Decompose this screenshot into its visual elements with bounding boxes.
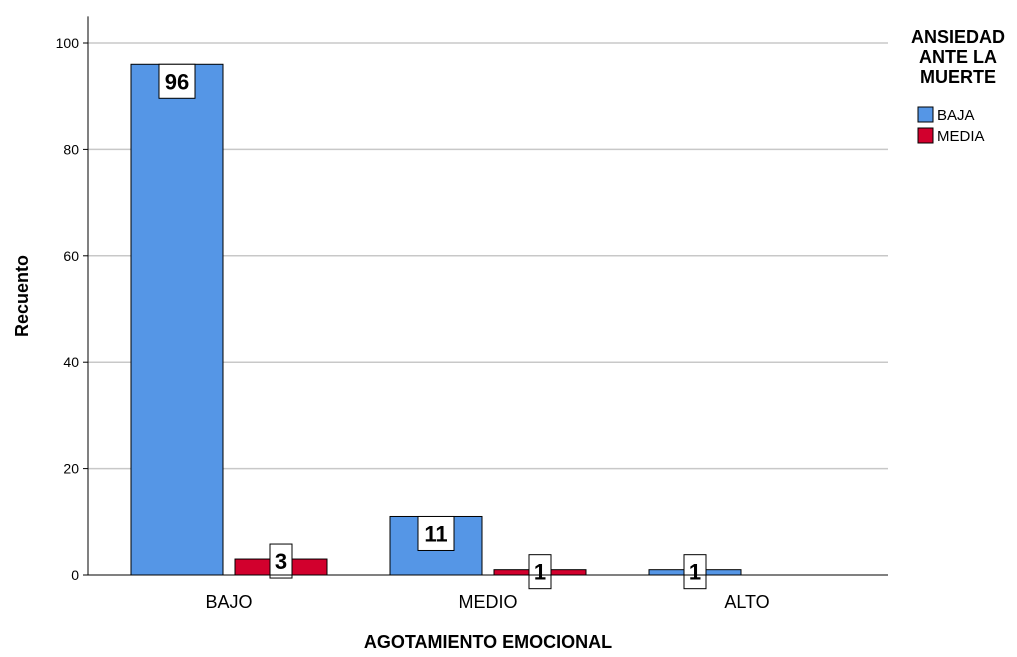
y-tick-label: 60 — [63, 248, 79, 264]
y-tick-label: 80 — [63, 141, 79, 157]
x-tick-label: BAJO — [205, 592, 252, 612]
data-label: 96 — [165, 69, 189, 94]
y-axis-title: Recuento — [12, 255, 32, 337]
legend-swatch — [917, 127, 934, 144]
legend-title-line-3: MUERTE — [920, 67, 996, 87]
data-label: 3 — [275, 549, 287, 574]
y-tick-label: 20 — [63, 461, 79, 477]
legend-title-line-2: ANTE LA — [919, 47, 997, 67]
data-label: 1 — [689, 560, 701, 585]
legend-label: BAJA — [937, 107, 975, 124]
data-label: 11 — [424, 521, 447, 546]
y-tick-label: 40 — [63, 354, 79, 370]
legend-title-line-1: ANSIEDAD — [911, 27, 1005, 47]
x-axis-title: AGOTAMIENTO EMOCIONAL — [364, 632, 612, 652]
data-label-box — [417, 515, 455, 551]
y-tick-label: 0 — [71, 567, 79, 583]
x-tick-label: ALTO — [724, 592, 769, 612]
data-label-box — [683, 554, 707, 590]
bar — [130, 63, 224, 576]
legend: ANSIEDAD ANTE LA MUERTE BAJA MEDIA — [911, 27, 1005, 145]
legend-items: BAJA MEDIA — [917, 106, 985, 145]
x-tick-labels: BAJO MEDIO ALTO — [205, 592, 769, 612]
data-label-box — [269, 543, 293, 579]
legend-swatch — [917, 106, 934, 123]
data-label-box — [158, 63, 196, 99]
axes — [87, 16, 888, 576]
y-tick-labels: 0 20 40 60 80 100 — [56, 35, 88, 583]
data-label-box — [528, 554, 552, 590]
legend-label: MEDIA — [937, 128, 985, 145]
x-tick-label: MEDIO — [458, 592, 517, 612]
bars — [130, 63, 742, 576]
y-tick-label: 100 — [56, 35, 80, 51]
data-label: 1 — [534, 560, 546, 585]
